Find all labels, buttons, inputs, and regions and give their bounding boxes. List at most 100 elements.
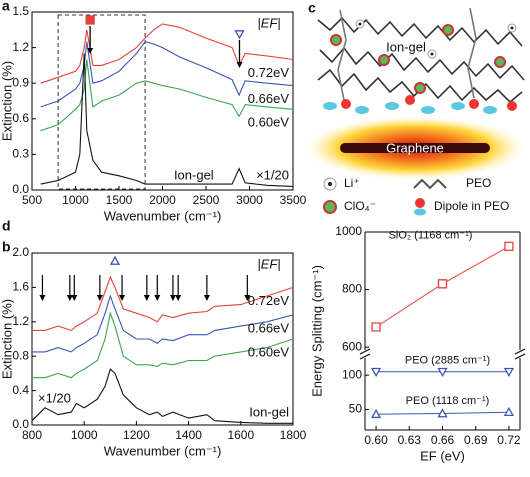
spectrum-line [32,294,294,353]
legend-peo: PEO [466,176,491,190]
series-label: Ion-gel [249,404,289,419]
y-tick-label: 0.9 [12,75,29,89]
series-label: PEO (2885 cm⁻¹) [405,355,490,367]
data-point [437,367,448,378]
x-tick-label: 1000 [62,193,89,207]
legend-title: |EF| [257,256,280,271]
x-tick-label: 3000 [236,193,263,207]
y-tick-label: 1.2 [12,40,29,54]
arrow-head [96,295,103,301]
x-axis-label: Wavenumber (cm⁻¹) [104,443,222,458]
y-tick-label: 0.3 [12,147,29,161]
data-point [371,322,381,332]
data-point [437,408,448,418]
legend-dipole: Dipole in PEO [434,199,509,213]
series-label: 0.66eV [248,320,290,335]
panel-label: a [2,0,10,14]
legend-li: Li⁺ [344,176,360,190]
x-tick-label: 0.63 [398,433,422,447]
y-tick-label: 1.5 [12,4,29,18]
legend: Li⁺ PEO ClO₄⁻ Dipole in PEO [323,176,509,216]
annotation: ×1/20 [256,167,289,182]
arrow-head [87,48,94,54]
series-label: Ion-gel [174,167,214,182]
graphene-label: Graphene [386,140,444,155]
annotation: ×1/20 [38,390,71,405]
series-label: 0.60eV [248,344,290,359]
series-label: SiO₂ (1168 cm⁻¹) [389,229,473,241]
series-label: 0.60eV [248,115,290,130]
x-tick-label: 800 [22,428,42,442]
x-tick-label: 2000 [149,193,176,207]
peak-marker [109,255,121,265]
axis-break [359,348,371,355]
y-tick-label: 2.0 [12,245,29,259]
axis-break [359,353,371,360]
spectrum-line [40,41,294,108]
axis-break [514,353,526,360]
x-tick-label: 1400 [175,428,202,442]
spectrum-line [40,53,294,187]
panel-label: c [308,0,316,16]
y-tick-label: 1000 [335,224,362,238]
arrow-head [236,62,243,68]
series-label: 0.66eV [248,91,290,106]
y-tick-label: 100 [342,367,362,381]
series-label: 0.72eV [248,293,290,308]
x-tick-label: 500 [22,193,42,207]
peak-marker [85,15,95,25]
arrow-head [154,295,161,301]
x-tick-label: 0.60 [364,433,388,447]
graphene-ribbon [340,143,490,153]
data-point [370,367,382,378]
y-tick-label: 0.8 [12,348,29,362]
x-tick-label: 1500 [106,193,133,207]
x-axis-label: EF (eV) [420,448,465,463]
x-tick-label: 0.69 [464,433,488,447]
spectrum-line [32,311,294,379]
legend-title: |EF| [257,15,280,30]
schematic: c Ion-gel Graphene [305,0,525,216]
x-tick-label: 1200 [123,428,150,442]
data-point [370,408,382,419]
y-tick-label: 800 [342,282,362,296]
arrow-head [119,295,126,301]
x-tick-label: 1600 [227,428,254,442]
arrow-head [39,295,46,301]
data-point [503,367,515,378]
zoom-box [57,14,146,190]
legend-clo4: ClO₄⁻ [344,199,376,213]
y-axis-label: Energy Splitting (cm⁻¹) [309,265,324,397]
y-tick-label: 0.0 [12,417,29,431]
y-axis-label: Extinction (%) [0,299,14,379]
dipole-row [323,95,517,114]
x-tick-label: 1800 [280,428,307,442]
y-tick-label: 1.2 [12,314,29,328]
data-point [503,406,515,417]
arrow-head [175,295,182,301]
y-tick-label: 0.4 [12,383,29,397]
panel-label: d [2,218,11,234]
ion-gel-label: Ion-gel [386,39,426,54]
y-tick-label: 1.6 [12,280,29,294]
panel-label: b [2,239,11,255]
arrow-head [71,295,78,301]
x-axis-label: Wavenumber (cm⁻¹) [104,208,222,223]
arrow-head [244,295,251,301]
arrow-head [203,295,210,301]
x-tick-label: 2500 [193,193,220,207]
arrow-head [66,295,73,301]
y-axis-label: Extinction (%) [0,61,14,141]
series-label: PEO (1118 cm⁻¹) [406,395,490,407]
axis-break [514,348,526,355]
arrow-head [143,295,150,301]
y-tick-label: 600 [342,339,362,353]
y-tick-label: 0.6 [12,111,29,125]
arrow-head [169,295,176,301]
peak-marker [234,30,245,40]
data-point [504,241,514,252]
x-tick-label: 1000 [71,428,98,442]
x-tick-label: 0.72 [497,433,521,447]
x-tick-label: 3500 [280,193,307,207]
